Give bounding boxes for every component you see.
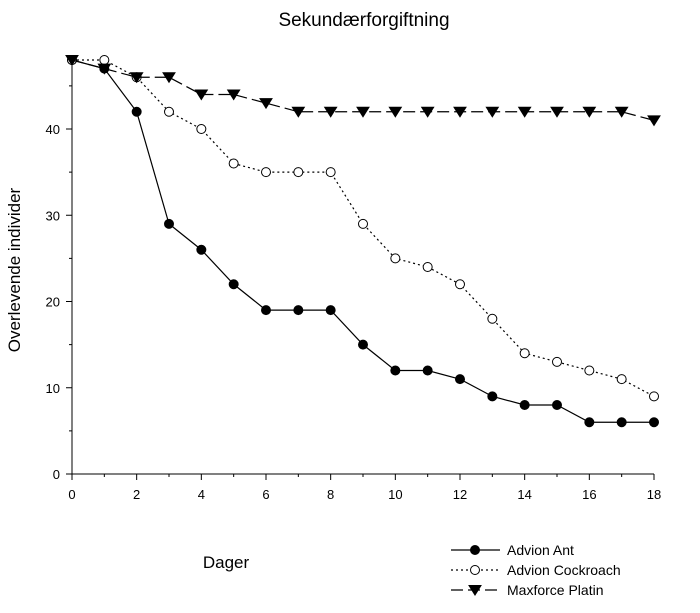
data-point (517, 106, 532, 118)
x-tick-label: 12 (453, 487, 467, 502)
data-point (97, 63, 112, 75)
data-point (99, 55, 110, 65)
x-tick-label: 18 (647, 487, 661, 502)
data-point (261, 167, 271, 178)
series-layer (65, 55, 661, 428)
data-point (325, 305, 336, 316)
x-tick-label: 4 (198, 487, 205, 502)
data-point (194, 89, 209, 101)
x-tick-label: 16 (582, 487, 596, 502)
data-point (390, 365, 401, 376)
data-point (129, 72, 144, 84)
x-tick-label: 0 (68, 487, 75, 502)
data-point (164, 218, 174, 229)
data-point (356, 106, 370, 118)
legend-label: Advion Ant (507, 542, 574, 558)
data-point (455, 374, 465, 385)
data-point (519, 348, 530, 359)
axes: 0 2 4 6 8 10 12 14 16 18 0 10 20 30 40 (46, 56, 661, 502)
legend-marker (468, 585, 482, 597)
data-point (584, 365, 595, 376)
data-point (552, 400, 562, 410)
data-point (228, 279, 239, 290)
data-point (196, 244, 207, 255)
data-point (358, 218, 368, 229)
data-point (131, 106, 142, 117)
y-tick-label: 40 (46, 122, 60, 137)
data-point (582, 106, 597, 118)
data-point (261, 305, 271, 316)
data-point (226, 89, 241, 101)
data-point (291, 106, 306, 118)
y-tick-label: 0 (53, 467, 60, 482)
data-point (584, 417, 595, 428)
legend-label: Maxforce Platin (507, 582, 603, 598)
data-point (259, 98, 273, 110)
data-point (485, 106, 500, 118)
data-point (358, 339, 368, 350)
data-point (420, 106, 435, 118)
x-tick-label: 6 (262, 487, 269, 502)
data-point (453, 106, 467, 118)
data-point (616, 417, 627, 428)
data-point (293, 305, 304, 316)
x-tick-label: 2 (133, 487, 140, 502)
data-point (550, 106, 564, 118)
data-point (325, 167, 336, 178)
y-tick-label: 20 (46, 295, 60, 310)
data-point (519, 400, 530, 410)
x-axis-label: Dager (203, 553, 250, 572)
data-point (162, 72, 176, 84)
y-tick-label: 30 (46, 208, 60, 223)
data-point (196, 124, 207, 134)
data-point (293, 167, 304, 178)
legend-label: Advion Cockroach (507, 562, 621, 578)
data-point (164, 106, 174, 117)
y-axis-label: Overlevende individer (5, 187, 24, 352)
x-tick-label: 14 (517, 487, 531, 502)
series-maxforce-platin (65, 55, 661, 127)
data-point (487, 313, 498, 324)
data-point (65, 55, 79, 67)
data-point (228, 158, 239, 169)
data-point (614, 106, 629, 118)
data-point (487, 391, 498, 402)
series-advion-cockroach (67, 55, 659, 402)
data-point (552, 356, 562, 367)
data-point (649, 417, 659, 428)
data-point (422, 365, 433, 376)
legend-marker (470, 545, 480, 555)
data-point (390, 253, 401, 264)
data-point (388, 106, 403, 118)
x-tick-label: 8 (327, 487, 334, 502)
legend-item: Maxforce Platin (451, 582, 603, 598)
data-point (455, 279, 465, 290)
series-advion-ant (67, 55, 659, 428)
y-tick-label: 10 (46, 381, 60, 396)
data-point (422, 262, 433, 272)
chart-title: Sekundærforgiftning (278, 10, 449, 31)
data-point (323, 106, 338, 118)
legend: Advion Ant Advion Cockroach Maxforce Plati… (451, 542, 621, 598)
legend-item: Advion Ant (451, 542, 574, 558)
data-point (647, 115, 661, 127)
data-point (616, 374, 627, 385)
data-point (649, 391, 659, 402)
legend-marker (470, 565, 480, 575)
legend-item: Advion Cockroach (451, 562, 621, 578)
x-tick-label: 10 (388, 487, 402, 502)
